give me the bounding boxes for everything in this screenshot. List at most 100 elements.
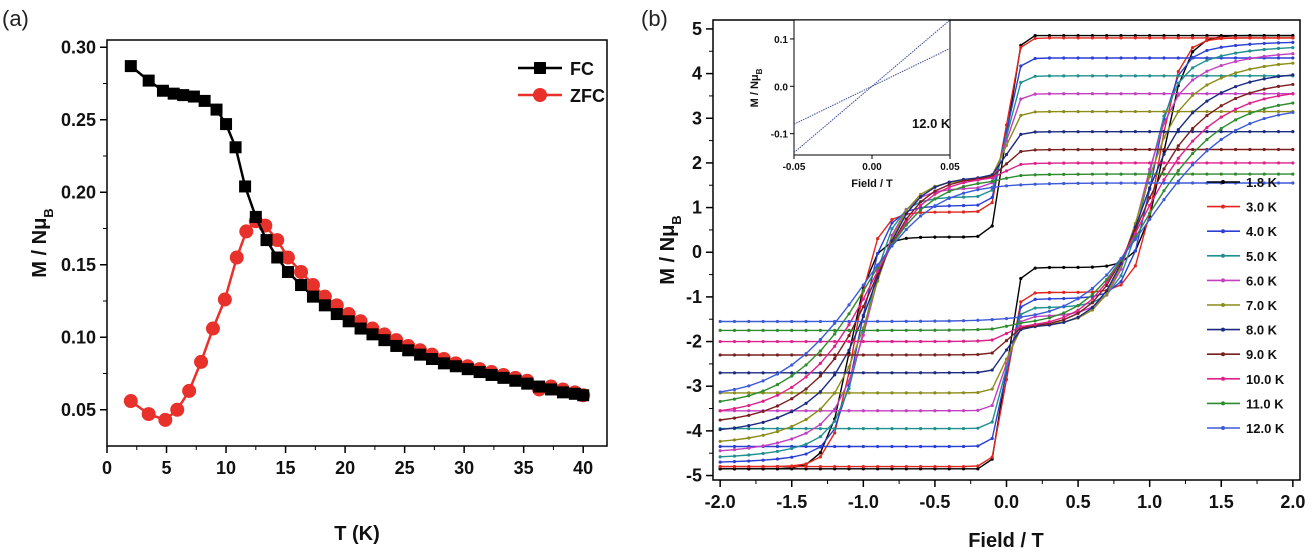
data-point	[1033, 319, 1037, 323]
data-point	[876, 353, 880, 357]
data-point	[761, 467, 765, 471]
data-point	[1033, 34, 1037, 38]
data-point-zfc	[194, 354, 209, 369]
data-point-fc	[402, 344, 415, 357]
data-point	[833, 431, 837, 435]
data-point	[1291, 147, 1295, 152]
panel-b-label: (b)	[641, 6, 668, 31]
data-point	[1105, 109, 1109, 114]
data-point	[961, 181, 966, 185]
data-point	[1062, 315, 1066, 320]
data-point	[1105, 292, 1109, 296]
data-point	[1004, 339, 1009, 343]
data-point	[876, 263, 880, 267]
x-tick-label: 0.5	[1066, 492, 1091, 512]
data-point	[861, 339, 865, 344]
x-tick-label: 30	[454, 458, 474, 478]
data-point	[847, 348, 851, 352]
data-point	[1262, 181, 1266, 185]
data-point	[775, 464, 780, 469]
data-point	[1291, 56, 1295, 60]
data-point	[1119, 92, 1123, 96]
data-point	[1248, 56, 1252, 61]
data-point	[1119, 74, 1123, 78]
data-point	[904, 208, 908, 212]
data-point	[732, 438, 737, 442]
data-point	[1205, 172, 1209, 176]
data-point	[790, 446, 794, 451]
data-point	[1148, 181, 1152, 185]
data-point	[775, 391, 780, 395]
data-point	[833, 339, 837, 344]
data-point	[1105, 277, 1109, 282]
data-point	[761, 451, 765, 456]
data-point	[933, 444, 937, 449]
data-point	[1133, 92, 1137, 96]
data-point	[947, 444, 951, 449]
data-point	[804, 467, 808, 471]
data-point-zfc	[305, 278, 320, 293]
data-point	[747, 328, 751, 332]
data-point	[1262, 87, 1266, 91]
data-point	[876, 251, 880, 256]
data-point	[1004, 331, 1009, 336]
data-point	[1062, 311, 1066, 315]
data-point	[1205, 149, 1209, 153]
data-point	[904, 328, 908, 332]
data-point	[747, 371, 751, 375]
data-point	[1019, 149, 1023, 154]
data-point	[1148, 92, 1152, 96]
data-point	[1191, 139, 1195, 143]
data-point	[761, 464, 765, 469]
data-point	[775, 339, 780, 344]
data-point-fc	[521, 377, 534, 390]
data-point	[890, 467, 894, 471]
x-tick-label: 15	[276, 458, 296, 478]
data-point	[761, 420, 765, 424]
data-point	[1233, 128, 1238, 133]
panel-b: (b) -2.0 -1.5 -1.0 -0.5 0.0 0.5 1.0 1.5 2.0-5-4-…	[641, 6, 1305, 552]
data-point	[1233, 71, 1238, 75]
legend-label: 5.0 K	[1246, 249, 1278, 264]
data-point	[1105, 280, 1109, 284]
data-point	[1205, 56, 1209, 60]
data-point	[976, 464, 980, 468]
data-point	[1076, 311, 1080, 315]
data-point	[876, 236, 880, 241]
data-point	[1291, 101, 1295, 105]
data-point	[747, 384, 751, 388]
data-point	[904, 227, 908, 232]
data-point	[1162, 189, 1166, 193]
data-point-zfc	[280, 250, 295, 265]
data-point	[961, 235, 966, 239]
data-point	[1219, 109, 1223, 114]
data-point	[1248, 147, 1252, 152]
data-point	[847, 386, 851, 390]
data-point	[732, 426, 737, 430]
data-point	[1233, 172, 1238, 176]
data-point	[775, 383, 780, 387]
data-point	[1119, 36, 1123, 40]
data-point	[1248, 80, 1252, 84]
data-point	[890, 221, 894, 225]
data-point	[732, 353, 737, 357]
data-point	[1148, 203, 1152, 207]
data-point-fc	[390, 339, 403, 352]
data-point	[1248, 42, 1252, 46]
data-point	[1119, 109, 1123, 114]
data-point	[1076, 74, 1080, 78]
legend-fc-label: FC	[570, 59, 594, 79]
y-tick-label: 3	[692, 108, 702, 128]
inset-series-line	[793, 47, 951, 125]
data-point-fc	[485, 368, 498, 381]
data-point-fc	[509, 374, 522, 387]
data-point	[761, 444, 765, 448]
data-point	[847, 371, 851, 375]
data-point	[1019, 64, 1023, 68]
data-point	[790, 410, 794, 414]
data-point	[718, 449, 722, 453]
y-tick-label: -1	[686, 287, 702, 307]
data-point	[1176, 56, 1180, 60]
data-point	[861, 328, 865, 332]
data-point	[1176, 36, 1180, 40]
